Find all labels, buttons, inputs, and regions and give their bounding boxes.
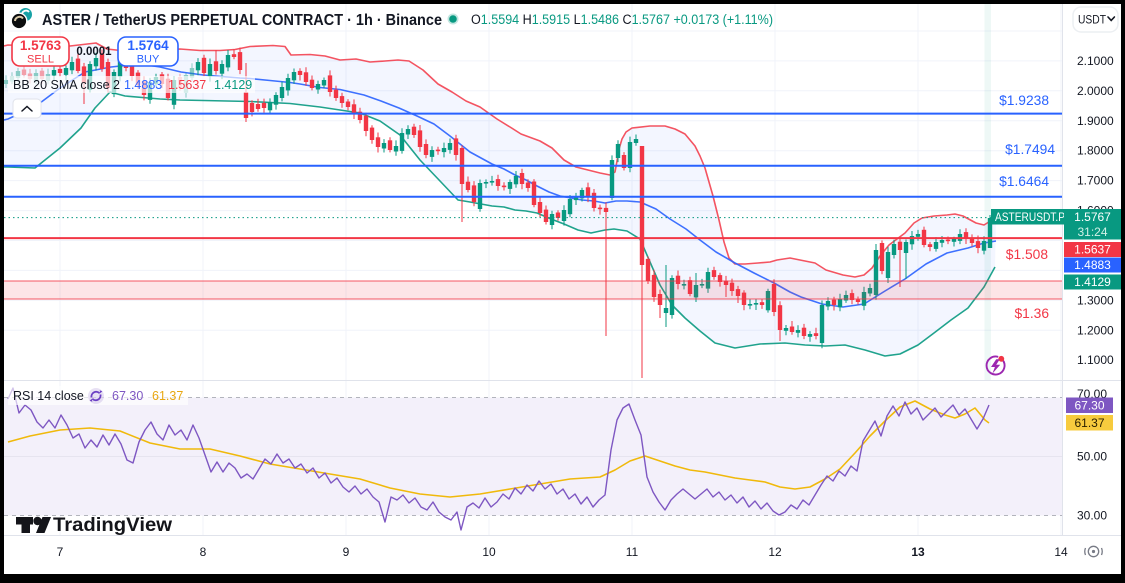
svg-text:11: 11 (626, 545, 639, 559)
svg-text:1.4129: 1.4129 (214, 78, 252, 92)
svg-text:ASTER / TetherUS PERPETUAL CON: ASTER / TetherUS PERPETUAL CONTRACT · 1h… (42, 12, 442, 29)
svg-text:BB 20 SMA close 2: BB 20 SMA close 2 (13, 78, 120, 92)
svg-text:31:24: 31:24 (1077, 225, 1107, 239)
svg-text:0.0001: 0.0001 (76, 46, 112, 58)
svg-text:1.5637: 1.5637 (1074, 243, 1111, 257)
svg-text:2.1000: 2.1000 (1077, 54, 1114, 68)
svg-text:61.37: 61.37 (152, 389, 183, 403)
svg-text:1.9000: 1.9000 (1077, 114, 1114, 128)
svg-text:30.00: 30.00 (1077, 509, 1107, 523)
svg-text:BUY: BUY (137, 54, 160, 66)
svg-text:SELL: SELL (27, 54, 54, 66)
svg-text:10: 10 (482, 545, 496, 559)
svg-text:1.5767: 1.5767 (1074, 210, 1111, 224)
svg-text:$1.9238: $1.9238 (999, 93, 1049, 108)
svg-text:1.5637: 1.5637 (168, 78, 206, 92)
svg-text:7: 7 (57, 545, 64, 559)
svg-text:1.1000: 1.1000 (1077, 353, 1114, 367)
svg-text:1.4883: 1.4883 (124, 78, 162, 92)
svg-text:1.3000: 1.3000 (1077, 293, 1114, 307)
svg-text:13: 13 (911, 545, 925, 559)
svg-text:O1.5594 H1.5915 L1.5486 C1.576: O1.5594 H1.5915 L1.5486 C1.5767 +0.0173 … (471, 12, 773, 27)
svg-text:ASTERUSDT.P: ASTERUSDT.P (995, 212, 1065, 224)
svg-text:1.7000: 1.7000 (1077, 174, 1114, 188)
svg-text:RSI 14 close: RSI 14 close (13, 389, 84, 403)
svg-text:1.4883: 1.4883 (1074, 258, 1111, 272)
svg-text:TradingView: TradingView (53, 515, 172, 536)
svg-text:12: 12 (768, 545, 782, 559)
svg-text:9: 9 (343, 545, 350, 559)
svg-text:$1.36: $1.36 (1014, 306, 1049, 321)
svg-text:50.00: 50.00 (1077, 450, 1107, 464)
svg-text:67.30: 67.30 (1074, 398, 1104, 412)
svg-text:$1.508: $1.508 (1006, 247, 1049, 262)
svg-text:1.5763: 1.5763 (20, 38, 62, 53)
svg-text:1.4129: 1.4129 (1074, 275, 1111, 289)
svg-text:$1.6464: $1.6464 (999, 174, 1049, 189)
svg-text:1.5764: 1.5764 (127, 38, 169, 53)
svg-text:USDT: USDT (1078, 13, 1107, 27)
svg-text:61.37: 61.37 (1074, 416, 1104, 430)
svg-text:67.30: 67.30 (112, 389, 143, 403)
svg-text:8: 8 (200, 545, 207, 559)
svg-text:1.2000: 1.2000 (1077, 323, 1114, 337)
svg-text:14: 14 (1054, 545, 1068, 559)
svg-text:2.0000: 2.0000 (1077, 84, 1114, 98)
svg-text:$1.7494: $1.7494 (1005, 142, 1055, 157)
svg-text:1.8000: 1.8000 (1077, 144, 1114, 158)
